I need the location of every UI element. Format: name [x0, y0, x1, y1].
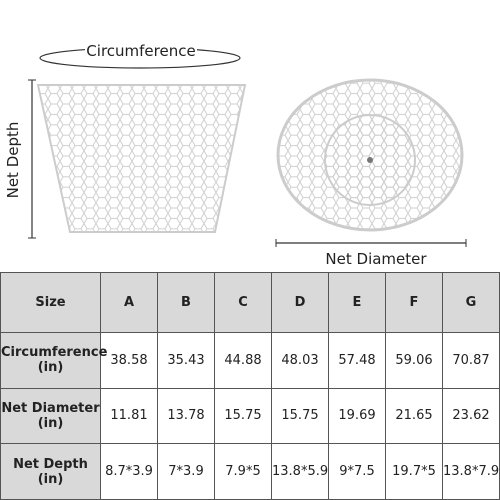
header-cell: E — [328, 272, 386, 333]
header-cell: A — [100, 272, 158, 333]
row-header: Net Depth (in) — [0, 443, 101, 500]
header-cell: G — [442, 272, 500, 333]
header-row: Size A B C D E F G — [0, 272, 500, 333]
row-header: Circumference (in) — [0, 332, 107, 389]
cell: 70.87 — [442, 332, 500, 389]
cell: 21.65 — [385, 387, 443, 445]
header-cell: Size — [0, 272, 101, 333]
cell: 48.03 — [271, 332, 329, 389]
table-row: Circumference (in) 38.58 35.43 44.88 48.03 57… — [0, 332, 500, 389]
cell: 13.8*5.9 — [271, 443, 329, 500]
net-side-view — [36, 84, 247, 233]
cell: 23.62 — [442, 387, 500, 445]
cell: 8.7*3.9 — [100, 443, 158, 500]
cell: 35.43 — [157, 332, 215, 389]
size-table: Size A B C D E F G Circumference (in) 38.58 35.43… — [0, 272, 500, 500]
cell: 19.7*5 — [385, 443, 443, 500]
table-body: Circumference (in) 38.58 35.43 44.88 48.03 57… — [0, 332, 500, 500]
circumference-label: Circumference — [86, 42, 195, 60]
row-header: Net Diameter (in) — [0, 387, 101, 445]
product-illustration: Circumference Net Depth Net Diameter — [4, 40, 467, 268]
cell: 7*3.9 — [157, 443, 215, 500]
cell: 15.75 — [271, 387, 329, 445]
table-row: Net Depth (in) 8.7*3.9 7*3.9 7.9*5 13.8*5.9 9… — [0, 443, 500, 500]
cell: 44.88 — [214, 332, 272, 389]
cell: 13.8*7.9 — [442, 443, 500, 500]
cell: 13.78 — [157, 387, 215, 445]
header-cell: B — [157, 272, 215, 333]
cell: 19.69 — [328, 387, 386, 445]
label-bg — [85, 40, 197, 60]
net-diameter-label: Net Diameter — [325, 250, 427, 268]
cell: 11.81 — [100, 387, 158, 445]
net-center-dot — [367, 157, 373, 163]
header-cell: D — [271, 272, 329, 333]
header-cell: F — [385, 272, 443, 333]
table-row: Net Diameter (in) 11.81 13.78 15.75 15.75 19.… — [0, 387, 500, 445]
cell: 7.9*5 — [214, 443, 272, 500]
net-depth-label: Net Depth — [4, 122, 22, 199]
cell: 38.58 — [100, 332, 158, 389]
cell: 59.06 — [385, 332, 443, 389]
cell: 9*7.5 — [328, 443, 386, 500]
cell: 15.75 — [214, 387, 272, 445]
cell: 57.48 — [328, 332, 386, 389]
header-cell: C — [214, 272, 272, 333]
